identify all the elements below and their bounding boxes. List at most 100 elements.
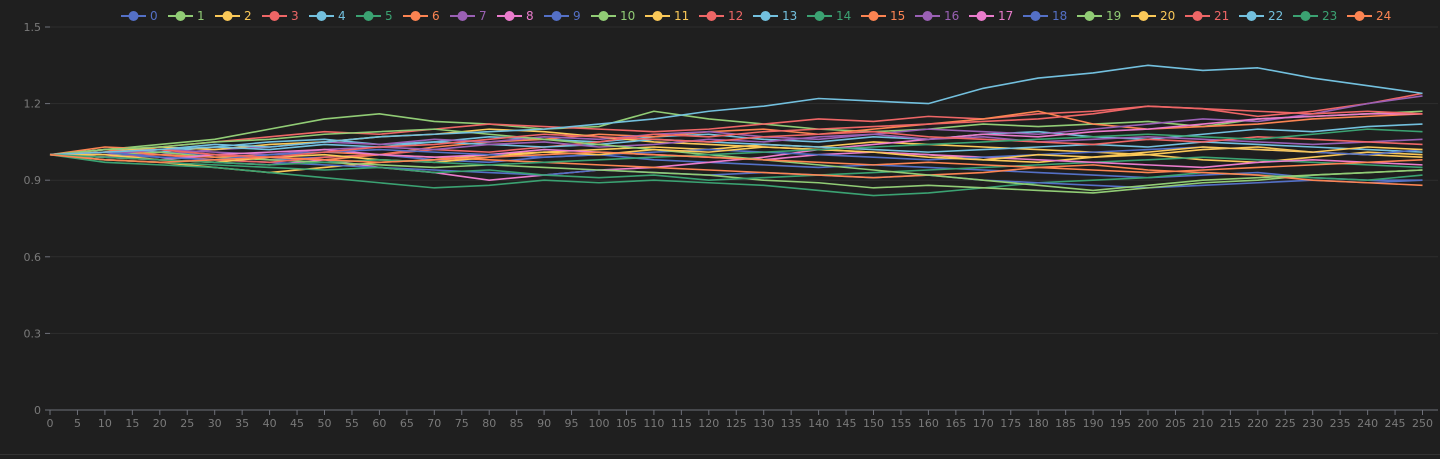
x-tick-label: 115	[671, 417, 692, 430]
x-tick-label: 70	[427, 417, 441, 430]
x-tick-label: 150	[863, 417, 884, 430]
x-tick-label: 185	[1055, 417, 1076, 430]
y-tick-label: 0.6	[24, 251, 42, 264]
x-tick-label: 245	[1385, 417, 1406, 430]
legend-item-23[interactable]: 23	[1293, 9, 1337, 23]
legend-item-1[interactable]: 1	[168, 9, 205, 23]
legend-label: 24	[1376, 9, 1391, 23]
series-line-2	[49, 141, 1423, 174]
legend-item-12[interactable]: 12	[699, 9, 743, 23]
legend-marker-icon	[1354, 11, 1365, 21]
x-tick-label: 180	[1028, 417, 1049, 430]
legend-label: 1	[197, 9, 205, 23]
legend-marker-icon	[1192, 11, 1203, 21]
legend-label: 17	[998, 9, 1013, 23]
series-line-24	[49, 151, 1423, 174]
x-tick-label: 175	[1000, 417, 1021, 430]
legend-marker-icon	[269, 11, 280, 21]
series-line-19	[49, 128, 1423, 192]
x-tick-label: 225	[1275, 417, 1296, 430]
x-tick-label: 165	[945, 417, 966, 430]
legend-item-10[interactable]: 10	[591, 9, 635, 23]
x-tick-label: 195	[1110, 417, 1131, 430]
legend-item-20[interactable]: 20	[1131, 9, 1175, 23]
legend-item-13[interactable]: 13	[753, 9, 797, 23]
legend-item-24[interactable]: 24	[1347, 9, 1391, 23]
legend[interactable]: 0 1 2 3 4 5 6 7 8 9 10 11 12 13 14 15 16 17 18 19 20 21 22 23 24	[121, 9, 1391, 23]
legend-marker-icon	[222, 11, 233, 21]
legend-item-5[interactable]: 5	[356, 9, 393, 23]
legend-item-16[interactable]: 16	[915, 9, 959, 23]
legend-marker-icon	[363, 11, 374, 21]
legend-marker-icon	[1138, 11, 1149, 21]
x-tick-label: 250	[1412, 417, 1433, 430]
legend-label: 11	[674, 9, 689, 23]
y-tick-label: 0	[34, 404, 41, 417]
legend-item-11[interactable]: 11	[645, 9, 689, 23]
legend-marker-icon	[976, 11, 987, 21]
x-tick-label: 0	[47, 417, 54, 430]
y-tick-label: 0.9	[24, 174, 42, 187]
x-tick-label: 145	[836, 417, 857, 430]
x-tick-label: 110	[643, 417, 664, 430]
legend-item-17[interactable]: 17	[969, 9, 1013, 23]
legend-label: 2	[244, 9, 252, 23]
legend-marker-icon	[504, 11, 515, 21]
x-tick-label: 20	[153, 417, 167, 430]
x-axis: 0 5 10 15 20 25 30 35 40 45 50 55 60 65 70 75 80 85 90 95 10…	[47, 409, 1438, 430]
series-line-23	[49, 128, 1423, 166]
x-tick-label: 120	[698, 417, 719, 430]
legend-label: 5	[385, 9, 393, 23]
legend-marker-icon	[551, 11, 562, 21]
x-tick-label: 65	[400, 417, 414, 430]
x-tick-label: 100	[589, 417, 610, 430]
series-line-12	[49, 105, 1423, 164]
x-tick-label: 5	[74, 417, 81, 430]
legend-item-0[interactable]: 0	[121, 9, 158, 23]
x-tick-label: 205	[1165, 417, 1186, 430]
x-tick-label: 90	[537, 417, 551, 430]
legend-item-14[interactable]: 14	[807, 9, 851, 23]
series-line-9	[50, 153, 1423, 189]
legend-item-19[interactable]: 19	[1077, 9, 1121, 23]
legend-label: 4	[338, 9, 346, 23]
x-tick-label: 75	[455, 417, 469, 430]
x-tick-label: 10	[98, 417, 112, 430]
legend-marker-icon	[128, 11, 139, 21]
x-tick-label: 80	[482, 417, 496, 430]
x-tick-label: 240	[1357, 417, 1378, 430]
legend-item-15[interactable]: 15	[861, 9, 905, 23]
legend-item-21[interactable]: 21	[1185, 9, 1229, 23]
legend-item-18[interactable]: 18	[1023, 9, 1067, 23]
legend-marker-icon	[316, 11, 327, 21]
legend-item-2[interactable]: 2	[215, 9, 252, 23]
x-tick-label: 55	[345, 417, 359, 430]
bottom-divider	[0, 454, 1440, 455]
series-line-5	[49, 153, 1423, 197]
series-lines	[49, 64, 1423, 197]
legend-label: 7	[479, 9, 487, 23]
legend-item-9[interactable]: 9	[544, 9, 581, 23]
legend-item-4[interactable]: 4	[309, 9, 346, 23]
legend-marker-icon	[706, 11, 717, 21]
legend-item-3[interactable]: 3	[262, 9, 299, 23]
legend-marker-icon	[598, 11, 609, 21]
x-tick-label: 170	[973, 417, 994, 430]
legend-label: 20	[1160, 9, 1175, 23]
legend-item-6[interactable]: 6	[403, 9, 440, 23]
legend-label: 23	[1322, 9, 1337, 23]
legend-marker-icon	[1030, 11, 1041, 21]
x-tick-label: 50	[318, 417, 332, 430]
legend-item-8[interactable]: 8	[497, 9, 534, 23]
series-line-11	[49, 128, 1423, 164]
x-tick-label: 130	[753, 417, 774, 430]
legend-label: 8	[526, 9, 534, 23]
legend-item-22[interactable]: 22	[1239, 9, 1283, 23]
x-tick-label: 105	[616, 417, 637, 430]
x-tick-label: 40	[263, 417, 277, 430]
x-tick-label: 140	[808, 417, 829, 430]
x-tick-label: 210	[1192, 417, 1213, 430]
legend-marker-icon	[1246, 11, 1257, 21]
legend-item-7[interactable]: 7	[450, 9, 487, 23]
